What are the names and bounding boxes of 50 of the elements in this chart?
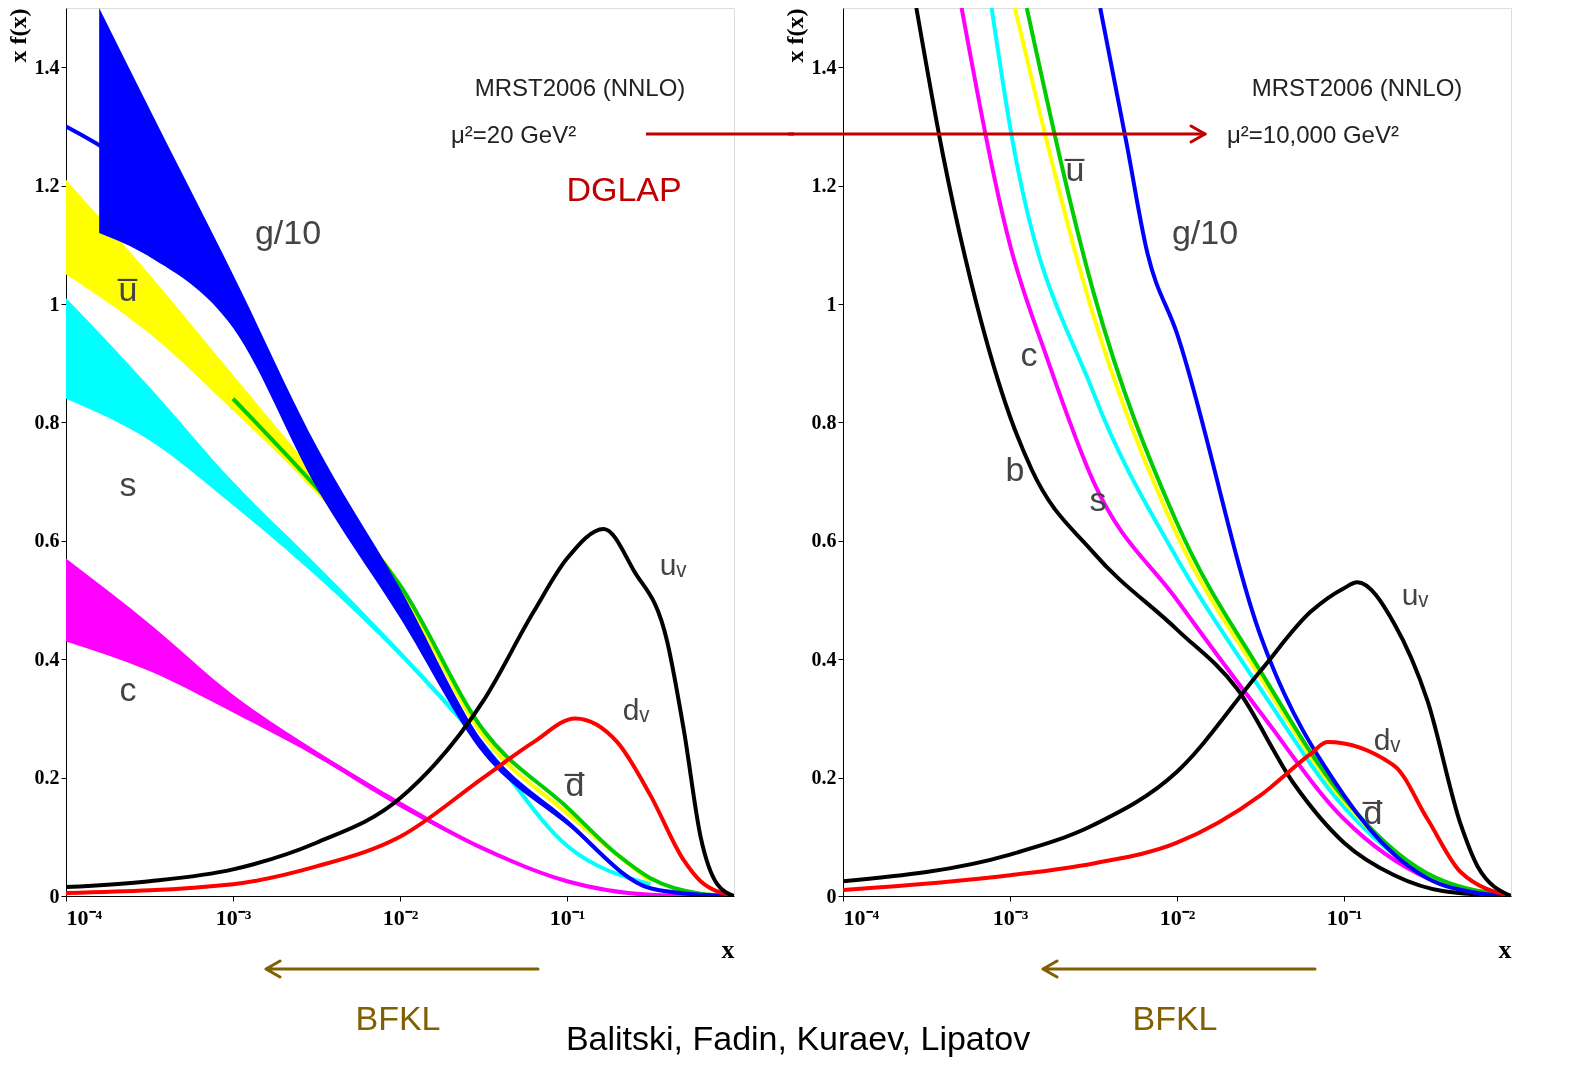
annotation: MRST2006 (NNLO) [1251, 74, 1463, 101]
y-tick-label: 0 [826, 884, 837, 907]
annotation: μ²=20 GeV² [451, 121, 577, 148]
y-tick-label: 0.6 [34, 529, 60, 552]
x-axis-title: x [721, 934, 735, 964]
annotation: MRST2006 (NNLO) [474, 74, 686, 101]
y-tick-label: 0.8 [34, 410, 60, 433]
annotation: DGLAP [566, 170, 682, 208]
x-tick-label: 10⁻¹ [1326, 904, 1363, 930]
y-tick-label: 0.6 [811, 529, 837, 552]
y-tick-label: 0 [49, 884, 60, 907]
annotation: uᵥ [659, 548, 687, 581]
x-tick-label: 10⁻¹ [549, 904, 586, 930]
annotation: g/10 [1171, 213, 1239, 251]
x-tick-label: 10⁻² [382, 904, 419, 930]
annotation: d̅ [1362, 793, 1383, 831]
y-tick-label: 0.4 [811, 647, 837, 670]
y-tick-label: 1 [49, 292, 60, 315]
annotation: uᵥ [1401, 578, 1429, 611]
annotation: u̅ [1064, 150, 1085, 188]
text: BFKL [355, 999, 441, 1037]
y-tick-label: 1.4 [34, 55, 60, 78]
x-axis-title: x [1498, 934, 1512, 964]
y-tick-label: 1.2 [34, 174, 60, 197]
annotation: dᵥ [622, 693, 650, 726]
annotation: g/10 [254, 213, 322, 251]
y-tick-label: 0.2 [811, 766, 837, 789]
annotation: d̅ [564, 765, 585, 803]
annotation: b [1005, 450, 1025, 488]
y-tick-label: 0.8 [811, 410, 837, 433]
y-tick-label: 1 [826, 292, 837, 315]
y-tick-label: 0.2 [34, 766, 60, 789]
x-tick-label: 10⁻² [1159, 904, 1196, 930]
y-tick-label: 1.2 [811, 174, 837, 197]
annotation: c [1020, 335, 1038, 373]
annotation: u̅ [117, 270, 138, 308]
annotation: dᵥ [1373, 723, 1401, 756]
y-tick-label: 0.4 [34, 647, 60, 670]
y-tick-label: 1.4 [811, 55, 837, 78]
y-axis-title: x f(x) [781, 8, 808, 63]
annotation: s [119, 465, 137, 503]
text: Balitski, Fadin, Kuraev, Lipatov [565, 1019, 1031, 1057]
x-tick-label: 10⁻³ [992, 904, 1029, 930]
text: BFKL [1132, 999, 1218, 1037]
annotation: μ²=10,000 GeV² [1227, 121, 1399, 148]
x-tick-label: 10⁻³ [215, 904, 252, 930]
x-tick-label: 10⁻⁴ [66, 904, 103, 930]
y-axis-title: x f(x) [4, 8, 31, 63]
x-tick-label: 10⁻⁴ [843, 904, 880, 930]
annotation: c [119, 670, 137, 708]
